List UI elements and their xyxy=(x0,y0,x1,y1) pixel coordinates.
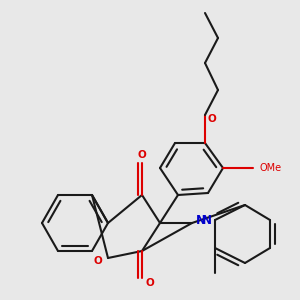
Text: O: O xyxy=(94,256,102,266)
Text: O: O xyxy=(208,114,216,124)
Text: N: N xyxy=(196,214,206,226)
Text: OMe: OMe xyxy=(260,163,282,173)
Text: O: O xyxy=(146,278,154,288)
Text: N: N xyxy=(202,214,212,226)
Text: O: O xyxy=(138,150,146,160)
